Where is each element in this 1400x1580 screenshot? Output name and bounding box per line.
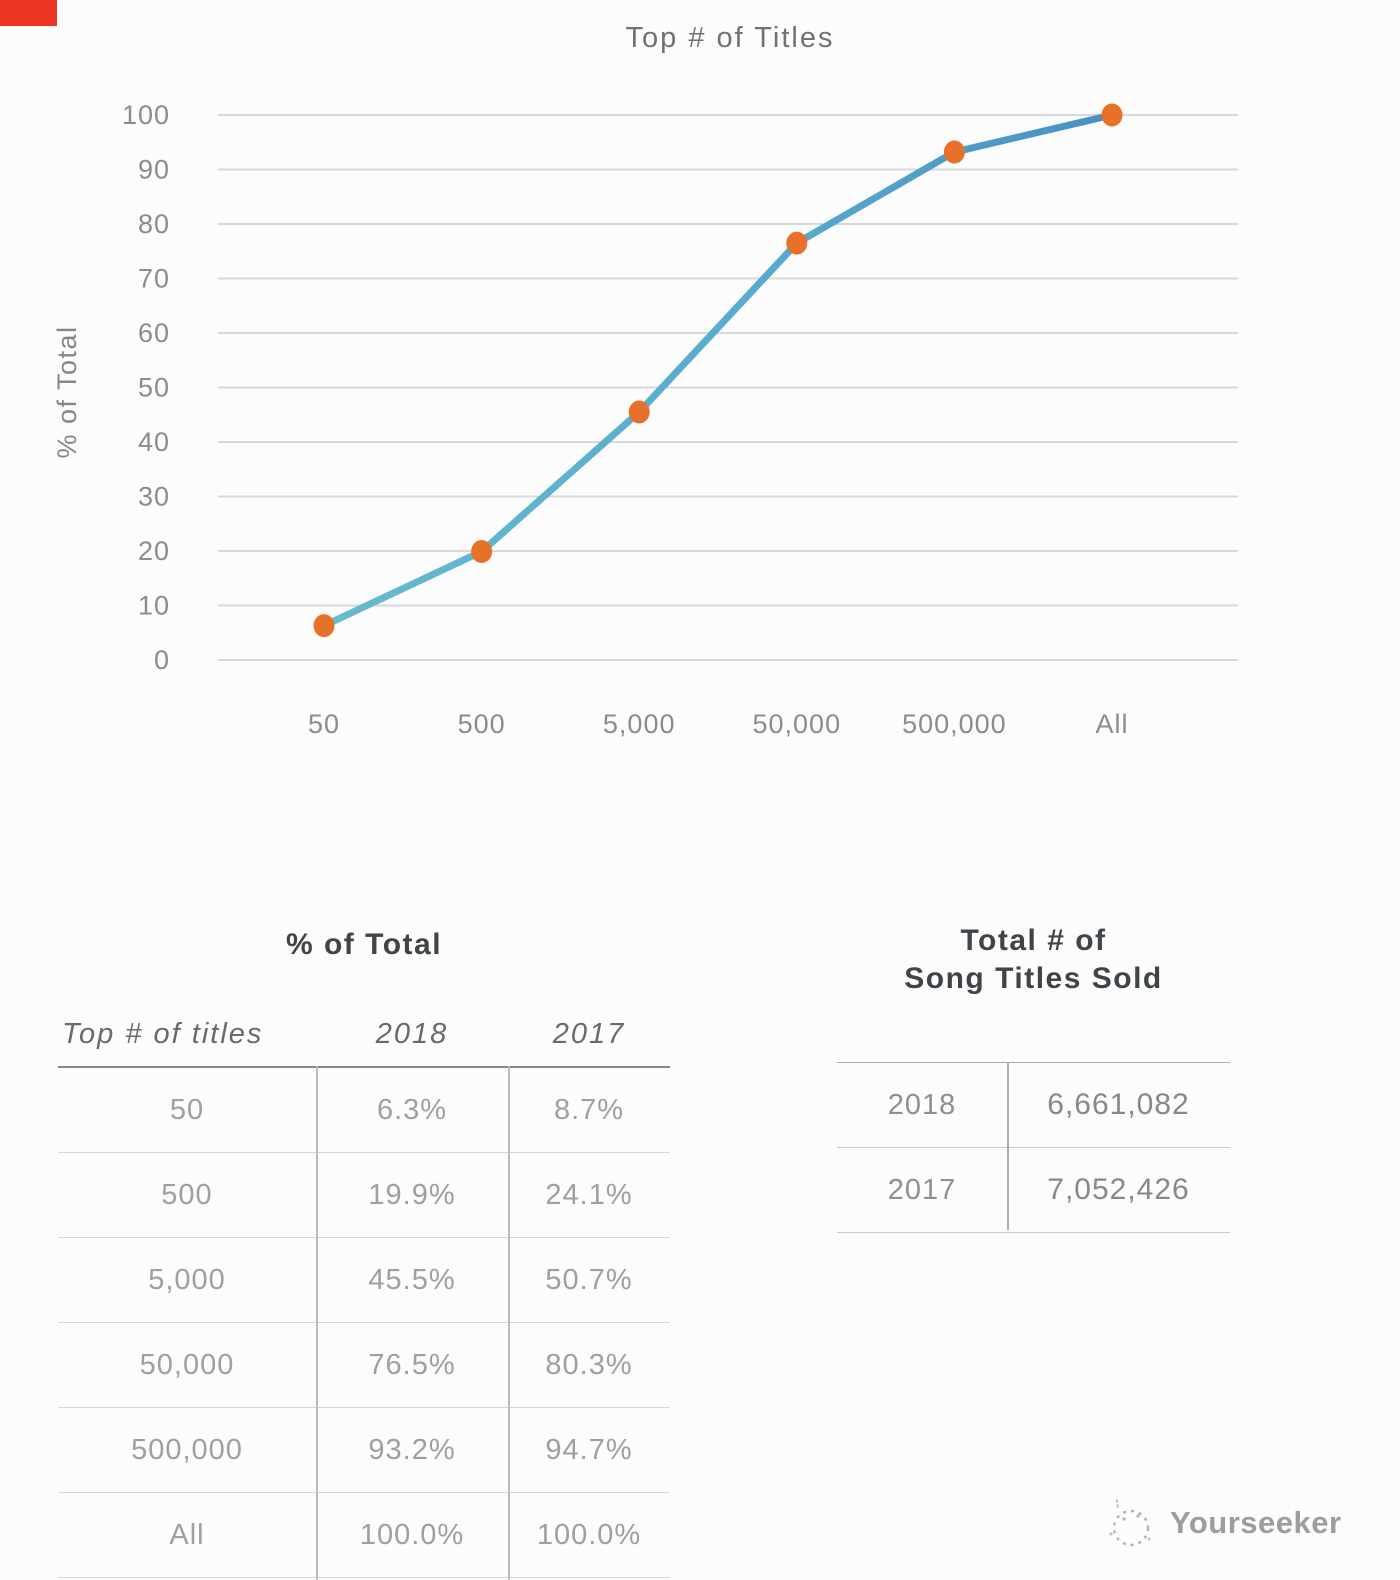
chart-title: Top # of Titles — [626, 22, 835, 54]
line-chart: 0 10 20 30 40 50 60 70 80 90 100 50 500 5,000 50,000 50… — [52, 22, 1238, 739]
y-tick-label: 100 — [122, 100, 170, 130]
brand-logo: Yourseeker — [1104, 1494, 1342, 1552]
y-tick-label: 0 — [154, 645, 170, 675]
y-tick-label: 90 — [138, 155, 170, 185]
table-row: 2018 6,661,082 — [837, 1063, 1230, 1148]
data-point — [313, 614, 335, 638]
table-cell: 500,000 — [131, 1433, 243, 1466]
sketch-circle-icon — [1109, 1499, 1151, 1547]
table-row: 50,000 76.5% 80.3% — [58, 1323, 670, 1408]
totals-table-title-line1: Total # of — [960, 924, 1107, 957]
totals-table-title: Total # of Song Titles Sold — [837, 922, 1230, 998]
totals-table-title-line2: Song Titles Sold — [904, 962, 1163, 995]
table-cell: 50,000 — [139, 1348, 235, 1381]
table-cell: 6.3% — [376, 1093, 448, 1126]
total-cell: 6,661,082 — [1047, 1088, 1190, 1121]
table-cell: 45.5% — [368, 1263, 456, 1296]
data-point — [628, 400, 650, 424]
x-tick-label: All — [1095, 709, 1128, 739]
percent-table-body: 50 6.3% 8.7% 500 19.9% 24.1% 5,000 45.5% 50.7% 50… — [58, 1066, 670, 1578]
totals-table-body: 2018 6,661,082 2017 7,052,426 — [837, 1062, 1230, 1233]
percent-table-header: Top # of titles 2018 2017 — [58, 1006, 670, 1062]
y-tick-label: 10 — [138, 591, 170, 621]
table-cell: 93.2% — [368, 1433, 456, 1466]
table-row: All 100.0% 100.0% — [58, 1493, 670, 1578]
header-2018: 2018 — [375, 1017, 449, 1050]
column-divider — [1007, 1062, 1009, 1230]
table-row: 2017 7,052,426 — [837, 1148, 1230, 1233]
corner-marker — [0, 0, 57, 26]
brand-name: Yourseeker — [1170, 1505, 1342, 1540]
table-cell: 500 — [161, 1178, 213, 1211]
percent-table-title: % of Total — [285, 928, 443, 961]
table-cell: 50 — [169, 1093, 205, 1126]
column-divider — [316, 1066, 318, 1580]
y-axis-title: % of Total — [52, 325, 82, 458]
y-tick-label: 80 — [138, 209, 170, 239]
x-tick-label: 50 — [308, 709, 340, 739]
year-cell: 2018 — [887, 1088, 957, 1121]
data-point — [471, 540, 493, 564]
year-cell: 2017 — [887, 1173, 957, 1206]
y-tick-label: 40 — [138, 427, 170, 457]
header-top-number-of-titles: Top # of titles — [62, 1017, 264, 1050]
x-tick-label: 500 — [458, 709, 506, 739]
x-tick-label: 5,000 — [603, 709, 676, 739]
table-cell: 100.0% — [536, 1518, 642, 1551]
y-tick-label: 70 — [138, 264, 170, 294]
x-tick-label: 500,000 — [902, 709, 1007, 739]
y-tick-label: 30 — [138, 482, 170, 512]
table-cell: 5,000 — [148, 1263, 226, 1296]
data-point — [1101, 103, 1123, 127]
column-divider — [508, 1066, 510, 1580]
table-cell: 50.7% — [545, 1263, 633, 1296]
y-tick-label: 60 — [138, 318, 170, 348]
y-tick-label: 20 — [138, 536, 170, 566]
table-cell: 19.9% — [368, 1178, 456, 1211]
table-row: 500,000 93.2% 94.7% — [58, 1408, 670, 1493]
data-point — [786, 231, 808, 255]
table-cell: 100.0% — [359, 1518, 465, 1551]
table-cell: 76.5% — [368, 1348, 456, 1381]
header-2017: 2017 — [552, 1017, 626, 1050]
table-cell: 80.3% — [545, 1348, 633, 1381]
table-row: 5,000 45.5% 50.7% — [58, 1238, 670, 1323]
table-row: 500 19.9% 24.1% — [58, 1153, 670, 1238]
x-tick-label: 50,000 — [753, 709, 842, 739]
table-row: 50 6.3% 8.7% — [58, 1068, 670, 1153]
table-cell: 24.1% — [545, 1178, 633, 1211]
data-line — [320, 111, 1116, 630]
table-cell: All — [169, 1518, 205, 1551]
table-cell: 94.7% — [545, 1433, 633, 1466]
total-cell: 7,052,426 — [1047, 1173, 1190, 1206]
table-cell: 8.7% — [553, 1093, 625, 1126]
data-point — [943, 140, 965, 164]
y-tick-label: 50 — [138, 373, 170, 403]
